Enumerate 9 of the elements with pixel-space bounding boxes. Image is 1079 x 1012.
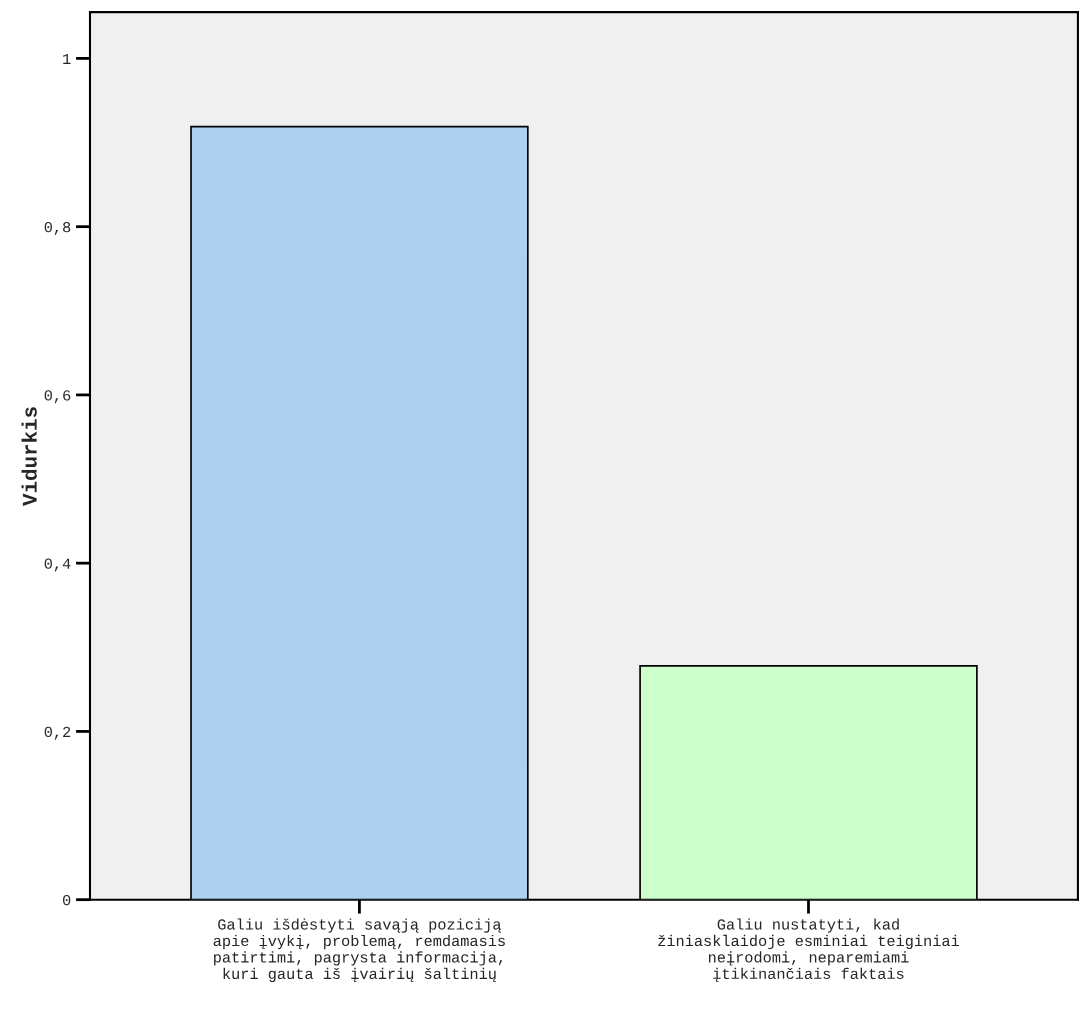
- y-tick-label: 0,8: [44, 221, 71, 235]
- y-tick-label: 0,6: [44, 390, 71, 404]
- x-tick-label: Galiu išdėstyti savąją poziciją apie įvykį, problemą, remdamasis patirtimi, pagrysta informacija, kuri gauta iš įvairių šaltinių: [213, 918, 505, 983]
- y-tick-label: 0,2: [44, 726, 71, 740]
- y-tick-label: 0: [63, 894, 71, 906]
- y-tick-label: 0,4: [44, 558, 71, 572]
- y-axis-title: Vidurkis: [21, 407, 37, 506]
- x-tick-label: Galiu nustatyti, kad žiniasklaidoje esminiai teiginiai neįrodomi, neparemiami įtikinančiais faktais: [658, 918, 959, 983]
- y-tick-label: 1: [63, 53, 71, 64]
